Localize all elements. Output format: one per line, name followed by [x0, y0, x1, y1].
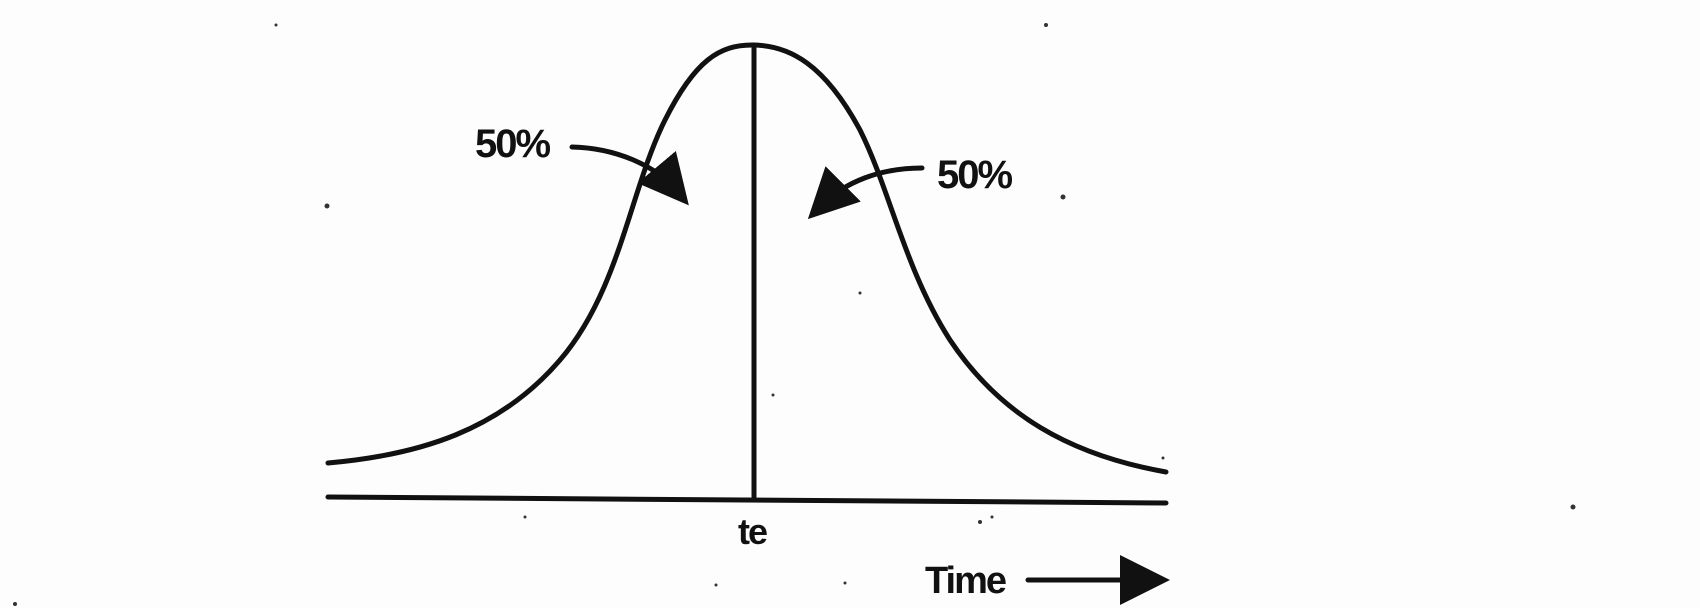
center-tick-label: te — [738, 511, 767, 552]
curved-arrow-icon — [807, 165, 925, 220]
x-axis-label: Time — [925, 560, 1006, 602]
time-axis — [325, 494, 1169, 506]
curved-arrow-icon — [569, 144, 689, 206]
bell-curve — [325, 42, 1169, 475]
left-percent-label: 50% — [475, 122, 550, 166]
right-percent-label: 50% — [937, 153, 1012, 197]
scan-specks — [13, 23, 1576, 606]
